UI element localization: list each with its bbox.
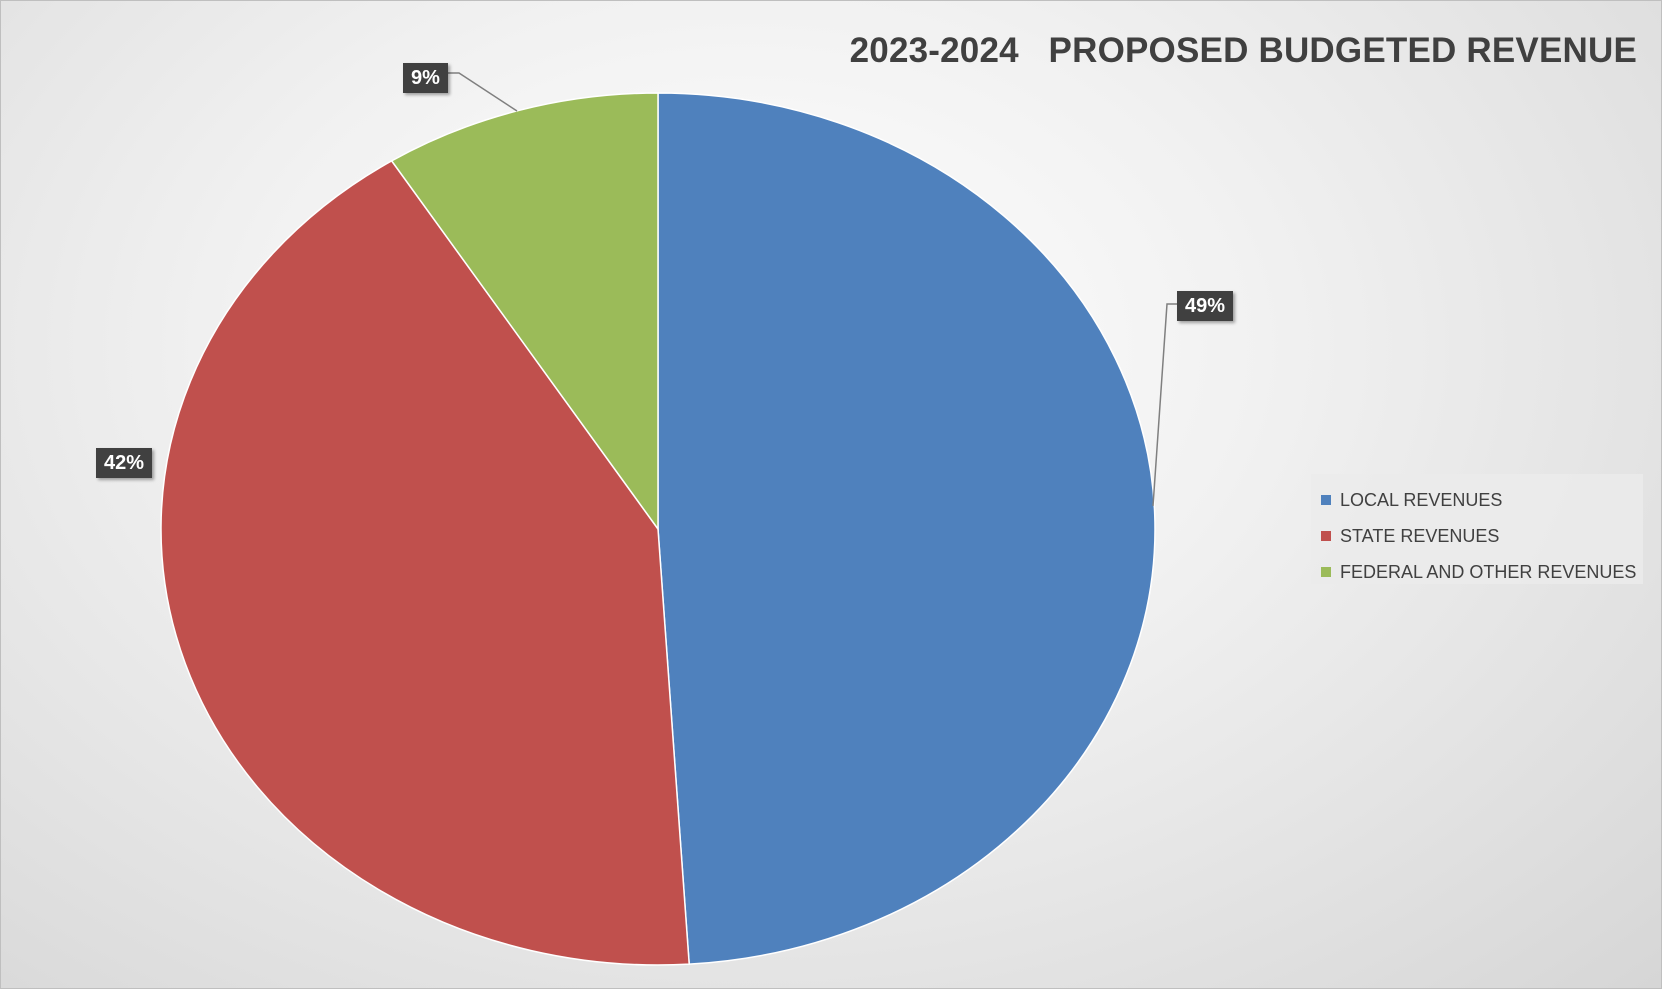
pie-slice-local-revenues	[657, 92, 1156, 965]
leader-line-local-revenues	[1152, 303, 1177, 507]
legend-item-local-revenues: LOCAL REVENUES	[1321, 482, 1633, 518]
legend-swatch	[1321, 567, 1331, 577]
legend-swatch	[1321, 531, 1331, 541]
leader-line-federal-and-other-revenues	[447, 72, 518, 112]
legend-label: LOCAL REVENUES	[1340, 489, 1503, 510]
pie-slice-state-revenues	[160, 159, 691, 966]
legend-item-federal-and-other-revenues: FEDERAL AND OTHER REVENUES	[1321, 554, 1637, 590]
pie-slice-federal-and-other-revenues	[390, 92, 659, 532]
data-label-state-revenues: 42%	[96, 448, 153, 478]
legend-label: STATE REVENUES	[1340, 525, 1500, 546]
data-label-local-revenues: 49%	[1177, 291, 1234, 321]
legend-label: FEDERAL AND OTHER REVENUES	[1340, 561, 1637, 582]
chart-title: 2023-2024 PROPOSED BUDGETED REVENUE	[849, 31, 1637, 70]
legend-item-state-revenues: STATE REVENUES	[1321, 518, 1633, 554]
legend: LOCAL REVENUES STATE REVENUES FEDERAL AND …	[1311, 474, 1643, 584]
data-label-federal-and-other-revenues: 9%	[403, 63, 448, 93]
legend-swatch	[1321, 495, 1331, 505]
